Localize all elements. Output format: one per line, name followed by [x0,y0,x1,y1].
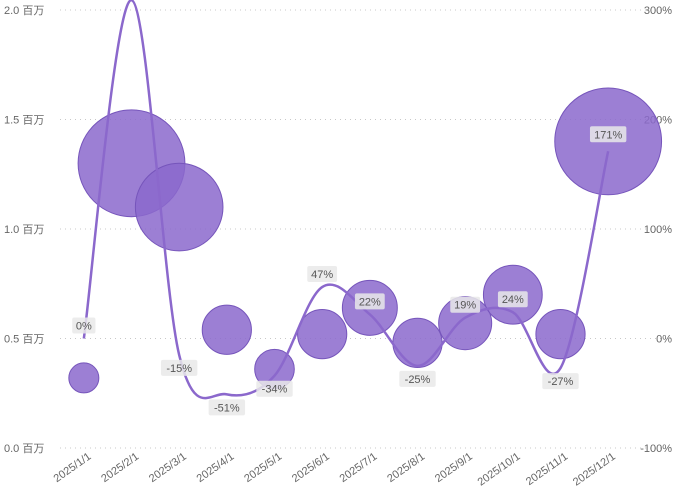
data-label-bg [542,373,579,390]
bubble-point [535,309,586,360]
data-label: -15% [166,363,192,375]
x-tick-label: 2025/12/1 [571,451,618,489]
x-tick-label: 2025/3/1 [147,451,189,485]
y-left-tick-label: 2.0 百万 [4,5,44,17]
y-left-tick-label: 1.0 百万 [4,224,44,236]
data-label-bg [307,266,338,283]
x-tick-label: 2025/7/1 [338,451,380,485]
data-label: 24% [502,294,524,306]
bubble-point [134,162,224,252]
data-label-bg [354,293,385,310]
bubble-point [297,309,348,360]
data-label: 171% [594,129,622,141]
data-label-bg [256,380,293,397]
data-label: -25% [405,374,431,386]
data-label: 47% [311,269,333,281]
bubble-point [201,304,252,355]
data-label: -51% [214,402,240,414]
x-tick-label: 2025/4/1 [195,451,237,485]
x-tick-label: 2025/10/1 [476,451,523,489]
y-right-tick-label: 100% [644,224,672,236]
data-label-bg [160,359,198,376]
y-right-tick-label: 300% [644,5,672,17]
data-label-bg [497,291,528,308]
x-tick-label: 2025/9/1 [433,451,475,485]
line-series [82,0,610,400]
data-label-bg [450,296,481,313]
x-tick-label: 2025/8/1 [385,451,427,485]
y-right-tick-label: -100% [640,443,672,455]
bubble-point [392,317,443,368]
x-tick-label: 2025/2/1 [99,451,141,485]
data-label: 22% [359,296,381,308]
data-label: 0% [76,321,92,333]
data-label: -34% [262,384,288,396]
data-label-bg [72,317,96,334]
y-left-tick-label: 0.5 百万 [4,334,44,346]
x-tick-label: 2025/5/1 [242,451,284,485]
data-label-bg [399,370,436,387]
x-tick-label: 2025/11/1 [524,451,570,488]
data-label-bg [589,126,627,143]
bubble-point [68,362,100,394]
data-label: -27% [548,376,574,388]
data-label: 19% [454,300,476,312]
data-label-bg [208,399,246,416]
y-left-tick-label: 1.5 百万 [4,115,44,127]
y-right-tick-label: 0% [656,334,672,346]
x-tick-label: 2025/6/1 [290,451,332,485]
x-tick-label: 2025/1/1 [52,451,94,485]
y-left-tick-label: 0.0 百万 [4,443,44,455]
